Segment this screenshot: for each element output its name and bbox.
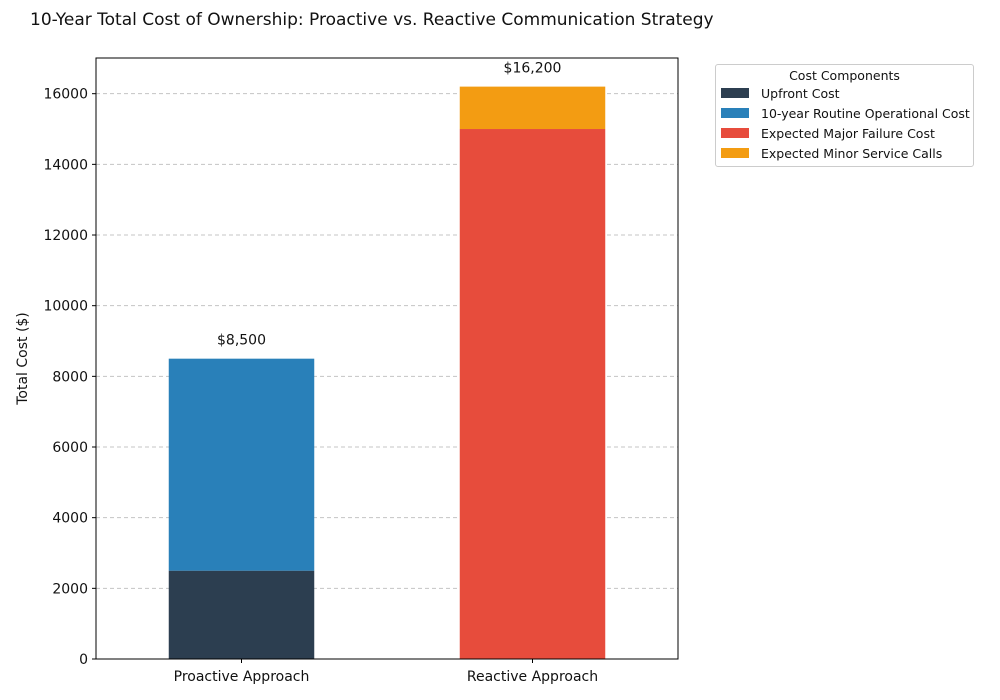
bar-segment xyxy=(168,358,315,571)
bar-segment xyxy=(459,86,606,130)
legend-label: Expected Minor Service Calls xyxy=(761,145,943,161)
bar-segment xyxy=(168,570,315,659)
x-tick-label: Reactive Approach xyxy=(467,669,598,685)
legend-label: 10-year Routine Operational Cost xyxy=(761,105,970,121)
legend-label: Upfront Cost xyxy=(761,85,840,101)
legend-label: Expected Major Failure Cost xyxy=(761,125,935,141)
y-tick-label: 12000 xyxy=(43,228,88,244)
y-tick-label: 10000 xyxy=(43,299,88,315)
legend-swatch xyxy=(721,148,749,158)
x-tick-label: Proactive Approach xyxy=(174,669,310,685)
y-tick-label: 0 xyxy=(79,652,88,668)
y-axis-label: Total Cost ($) xyxy=(15,312,31,406)
legend-swatch xyxy=(721,108,749,118)
chart-title: 10-Year Total Cost of Ownership: Proacti… xyxy=(30,10,714,30)
total-label: $8,500 xyxy=(217,333,266,349)
legend-item: Upfront Cost xyxy=(721,83,973,103)
legend-swatch xyxy=(721,88,749,98)
legend-swatch xyxy=(721,128,749,138)
legend-title: Cost Components xyxy=(789,68,900,83)
total-label: $16,200 xyxy=(504,61,562,77)
y-tick-label: 8000 xyxy=(52,369,88,385)
legend: Cost Components Upfront Cost 10-year Rout… xyxy=(715,64,974,167)
y-tick-label: 4000 xyxy=(52,511,88,527)
legend-item: Expected Minor Service Calls xyxy=(721,143,973,163)
y-tick-label: 2000 xyxy=(52,581,88,597)
y-tick-label: 14000 xyxy=(43,157,88,173)
y-tick-label: 16000 xyxy=(43,87,88,103)
bar-segment xyxy=(459,129,606,659)
plot-frame xyxy=(95,57,679,660)
y-tick-label: 6000 xyxy=(52,440,88,456)
legend-item: Expected Major Failure Cost xyxy=(721,123,973,143)
legend-item: 10-year Routine Operational Cost xyxy=(721,103,973,123)
